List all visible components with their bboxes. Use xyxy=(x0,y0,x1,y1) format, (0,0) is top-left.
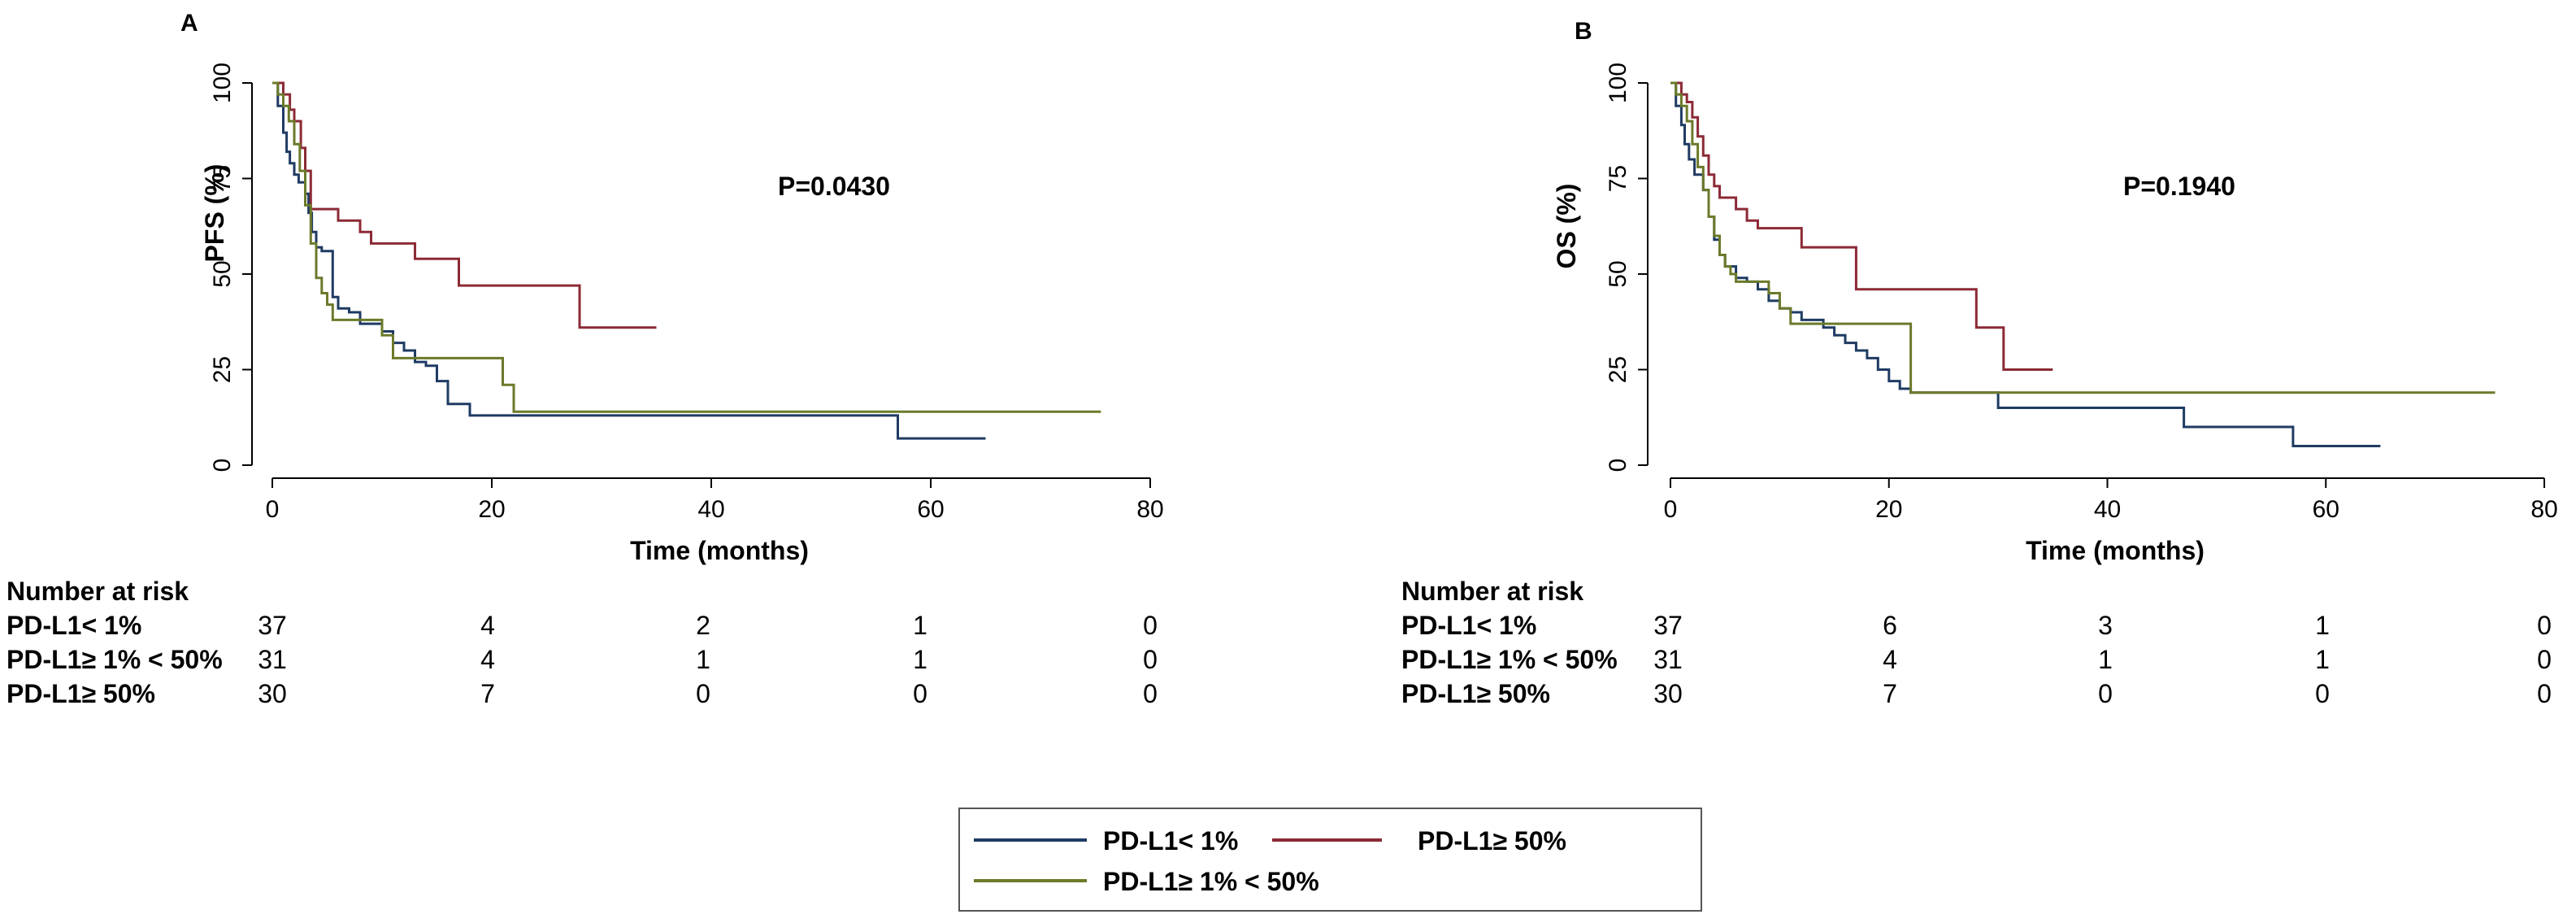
panel-a-series-pd-l1-50 xyxy=(272,81,657,329)
panel-b-risk-count: 4 xyxy=(1883,645,1897,674)
legend-label-pd-l1-low: PD-L1< 1% xyxy=(1103,826,1238,856)
panel-a-risk-count: 4 xyxy=(480,611,495,640)
panel-a-risk-row-label: PD-L1≥ 1% < 50% xyxy=(7,645,223,674)
panel-a-risk-count: 4 xyxy=(480,645,495,674)
panel-b-risk-count: 3 xyxy=(2098,611,2113,640)
panel-a-label: A xyxy=(180,10,198,37)
panel-a-risk-count: 1 xyxy=(696,645,710,674)
panel-a-series-pd-l1-1-50 xyxy=(272,81,1101,413)
panel-b-x-tick-label: 60 xyxy=(2313,496,2339,523)
panel-b-y-tick-label: 25 xyxy=(1605,356,1631,383)
panel-a-risk-count: 0 xyxy=(913,679,927,708)
panel-a-y-axis-title: PFS (%) xyxy=(200,164,229,263)
panel-b-plot: 0 20 40 60 80 0 25 50 75 100 xyxy=(1605,63,2558,523)
panel-a-y-tick-label: 25 xyxy=(209,356,236,383)
panel-b-y-tick-label: 75 xyxy=(1605,165,1631,192)
panel-b-risk-count: 1 xyxy=(2315,611,2330,640)
panel-b-y-tick-label: 0 xyxy=(1605,459,1631,472)
panel-a-risk-count: 2 xyxy=(696,611,710,640)
panel-b-x-tick-label: 80 xyxy=(2530,496,2557,523)
panel-b-risk-count: 6 xyxy=(1883,611,1897,640)
panel-a-risk-row-label: PD-L1≥ 50% xyxy=(7,679,155,708)
panel-a-risk-count: 31 xyxy=(258,645,287,674)
panel-a-risk-count: 7 xyxy=(480,679,495,708)
legend-label-pd-l1-mid: PD-L1≥ 1% < 50% xyxy=(1103,867,1319,896)
panel-b-risk-count: 30 xyxy=(1653,679,1683,708)
panel-a-x-tick-label: 80 xyxy=(1136,496,1163,523)
panel-a-p-value: P=0.0430 xyxy=(778,172,890,201)
panel-a-risk-table: PD-L1< 1% 37 4 2 1 0 PD-L1≥ 1% < 50% 31 4 1 1 0 PD-L… xyxy=(7,611,1158,708)
panel-a-risk-title: Number at risk xyxy=(7,577,189,606)
panel-a-risk-count: 30 xyxy=(258,679,287,708)
panel-b-x-tick-label: 20 xyxy=(1875,496,1902,523)
panel-a-risk-count: 1 xyxy=(913,645,927,674)
panel-b-x-tick-label: 40 xyxy=(2094,496,2121,523)
panel-a-y-tick-label: 100 xyxy=(209,63,236,103)
panel-b-risk-count: 0 xyxy=(2098,679,2113,708)
panel-a-x-axis-title: Time (months) xyxy=(630,536,809,565)
panel-a-risk-row-label: PD-L1< 1% xyxy=(7,611,141,640)
panel-a-plot: 0 20 40 60 80 0 25 50 75 100 xyxy=(209,63,1164,523)
panel-b-risk-row-label: PD-L1< 1% xyxy=(1401,611,1536,640)
panel-b-series-pd-l1-50 xyxy=(1670,81,2053,371)
panel-b-risk-count: 0 xyxy=(2537,679,2552,708)
panel-b-p-value: P=0.1940 xyxy=(2123,172,2235,201)
panel-b-risk-table: PD-L1< 1% 37 6 3 1 0PD-L1≥ 1% < 50% 31 4 1 1 0PD-L… xyxy=(1401,611,2552,708)
panel-b-risk-count: 37 xyxy=(1653,611,1683,640)
panel-a-y-tick-label: 0 xyxy=(209,459,236,472)
legend-label-pd-l1-high: PD-L1≥ 50% xyxy=(1418,826,1566,856)
panel-b-risk-count: 1 xyxy=(2315,645,2330,674)
panel-b-risk-row-label: PD-L1≥ 1% < 50% xyxy=(1401,645,1618,674)
panel-a-risk-count: 0 xyxy=(1143,645,1158,674)
panel-b-risk-count: 31 xyxy=(1653,645,1683,674)
panel-b-risk-row-label: PD-L1≥ 50% xyxy=(1401,679,1550,708)
legend-box xyxy=(958,808,1702,912)
panel-a-risk-count: 0 xyxy=(696,679,710,708)
panel-a-x-tick-label: 0 xyxy=(266,496,280,523)
panel-a-x-tick-label: 40 xyxy=(697,496,724,523)
panel-b-x-axis-title: Time (months) xyxy=(2026,536,2205,565)
panel-a-risk-count: 37 xyxy=(258,611,287,640)
panel-b-risk-count: 7 xyxy=(1883,679,1897,708)
panel-a-risk-count: 0 xyxy=(1143,611,1158,640)
panel-b-y-tick-label: 100 xyxy=(1605,63,1631,103)
panel-b-risk-count: 1 xyxy=(2098,645,2113,674)
panel-b-y-axis-title: OS (%) xyxy=(1552,184,1581,269)
panel-b-label: B xyxy=(1575,18,1592,45)
panel-a-y-tick-label: 50 xyxy=(209,260,236,287)
panel-b-series-pd-l1-1-50 xyxy=(1670,81,2496,394)
panel-a-y-tick-label: 75 xyxy=(209,165,236,192)
panel-a-series-pd-l1-1 xyxy=(272,81,986,440)
legend: PD-L1< 1% PD-L1≥ 50% PD-L1≥ 1% < 50% xyxy=(958,808,1702,912)
panel-a: A P=0.0430 Time (months) PFS (%) Number … xyxy=(7,10,1164,708)
panel-b-risk-title: Number at risk xyxy=(1401,577,1583,606)
panel-b: B P=0.1940 Time (months) OS (%) Number a… xyxy=(1401,18,2558,708)
panel-b-risk-count: 0 xyxy=(2537,645,2552,674)
panel-a-x-tick-label: 20 xyxy=(478,496,505,523)
panel-a-x-tick-label: 60 xyxy=(917,496,944,523)
panel-b-y-tick-label: 50 xyxy=(1605,260,1631,287)
panel-b-x-tick-label: 0 xyxy=(1664,496,1678,523)
panel-b-risk-count: 0 xyxy=(2315,679,2330,708)
panel-a-risk-count: 0 xyxy=(1143,679,1158,708)
panel-a-risk-count: 1 xyxy=(913,611,927,640)
panel-b-risk-count: 0 xyxy=(2537,611,2552,640)
